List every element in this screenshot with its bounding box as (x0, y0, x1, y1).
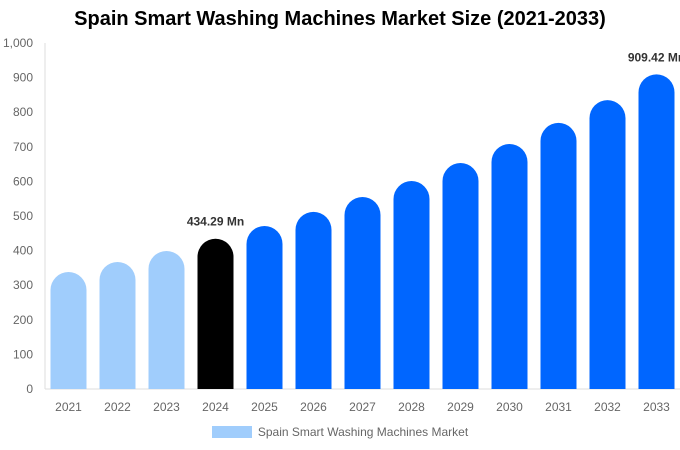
x-tick-label: 2021 (55, 400, 82, 414)
bar-2023 (148, 250, 185, 389)
x-tick-label: 2028 (398, 400, 425, 414)
bar-2030 (491, 144, 528, 389)
legend-label: Spain Smart Washing Machines Market (257, 425, 469, 439)
y-tick-label: 500 (13, 209, 33, 223)
chart-title: Spain Smart Washing Machines Market Size… (74, 8, 606, 30)
bar-2025 (246, 226, 283, 389)
x-tick-label: 2029 (447, 400, 474, 414)
bar-2024 (197, 238, 234, 389)
legend-swatch (211, 426, 252, 438)
x-tick-label: 2023 (153, 400, 180, 414)
y-tick-label: 900 (13, 71, 33, 85)
x-tick-label: 2022 (104, 400, 131, 414)
bar-2029 (442, 163, 479, 389)
y-tick-label: 0 (26, 382, 33, 396)
legend: Spain Smart Washing Machines Market (0, 425, 680, 439)
data-label: 434.29 Mn (187, 215, 244, 229)
x-tick-label: 2033 (643, 400, 670, 414)
y-tick-label: 700 (13, 140, 33, 154)
bar-2021 (50, 272, 87, 389)
bar-2022 (99, 262, 136, 389)
y-tick-label: 100 (13, 347, 33, 361)
y-tick-label: 600 (13, 174, 33, 188)
x-tick-label: 2024 (202, 400, 229, 414)
bar-2032 (589, 100, 626, 389)
y-tick-label: 1,000 (3, 36, 33, 50)
x-tick-label: 2027 (349, 400, 376, 414)
bar-2027 (344, 196, 381, 389)
y-tick-label: 300 (13, 278, 33, 292)
data-label: 909.42 Mn (628, 50, 680, 64)
bar-2031 (540, 122, 577, 390)
bar-2028 (393, 181, 430, 389)
x-tick-label: 2031 (545, 400, 572, 414)
bar-2026 (295, 211, 332, 389)
x-tick-label: 2025 (251, 400, 278, 414)
y-tick-label: 200 (13, 313, 33, 327)
x-tick-label: 2030 (496, 400, 523, 414)
bar-2033 (638, 74, 675, 389)
y-tick-label: 400 (13, 244, 33, 258)
x-tick-label: 2026 (300, 400, 327, 414)
y-tick-label: 800 (13, 105, 33, 119)
x-tick-label: 2032 (594, 400, 621, 414)
